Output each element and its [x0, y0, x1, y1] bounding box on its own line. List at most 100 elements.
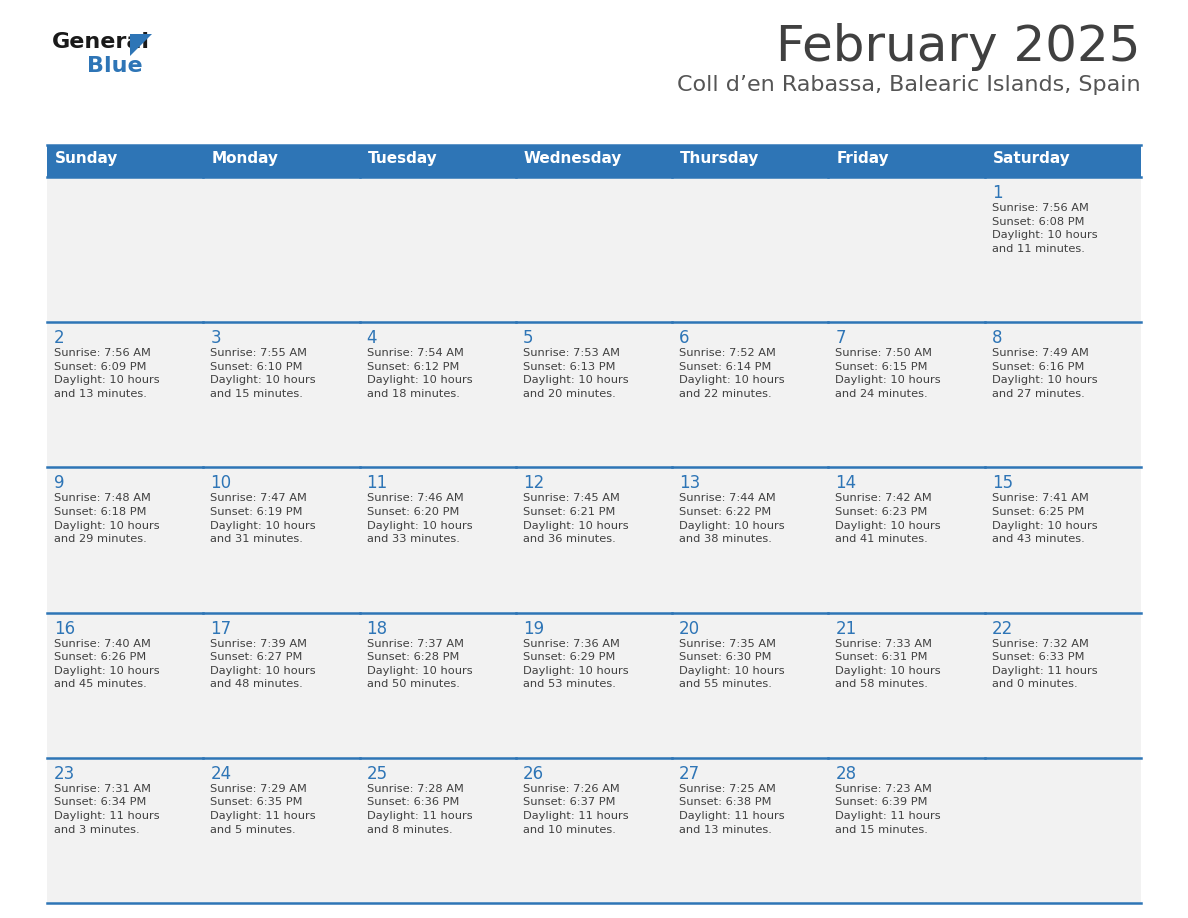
Text: 20: 20 — [680, 620, 700, 638]
Bar — [360, 467, 516, 612]
Text: Tuesday: Tuesday — [367, 151, 437, 166]
Text: Sunrise: 7:52 AM
Sunset: 6:14 PM
Daylight: 10 hours
and 22 minutes.: Sunrise: 7:52 AM Sunset: 6:14 PM Dayligh… — [680, 348, 785, 399]
Text: 1: 1 — [992, 184, 1003, 202]
Bar — [985, 612, 1140, 757]
Text: 28: 28 — [835, 765, 857, 783]
Text: 13: 13 — [680, 475, 701, 492]
Text: 22: 22 — [992, 620, 1013, 638]
Bar — [516, 322, 672, 467]
Bar — [828, 757, 985, 903]
Bar — [828, 177, 985, 322]
Bar — [203, 177, 360, 322]
Text: Sunrise: 7:50 AM
Sunset: 6:15 PM
Daylight: 10 hours
and 24 minutes.: Sunrise: 7:50 AM Sunset: 6:15 PM Dayligh… — [835, 348, 941, 399]
Bar — [203, 612, 360, 757]
Text: 8: 8 — [992, 330, 1003, 347]
Text: February 2025: February 2025 — [777, 23, 1140, 71]
Bar — [360, 177, 516, 322]
Text: Blue: Blue — [87, 56, 143, 76]
Text: Sunrise: 7:23 AM
Sunset: 6:39 PM
Daylight: 11 hours
and 15 minutes.: Sunrise: 7:23 AM Sunset: 6:39 PM Dayligh… — [835, 784, 941, 834]
Text: Sunrise: 7:49 AM
Sunset: 6:16 PM
Daylight: 10 hours
and 27 minutes.: Sunrise: 7:49 AM Sunset: 6:16 PM Dayligh… — [992, 348, 1098, 399]
Text: 19: 19 — [523, 620, 544, 638]
Text: 21: 21 — [835, 620, 857, 638]
Text: Sunrise: 7:36 AM
Sunset: 6:29 PM
Daylight: 10 hours
and 53 minutes.: Sunrise: 7:36 AM Sunset: 6:29 PM Dayligh… — [523, 639, 628, 689]
Text: 27: 27 — [680, 765, 700, 783]
Text: Sunrise: 7:56 AM
Sunset: 6:09 PM
Daylight: 10 hours
and 13 minutes.: Sunrise: 7:56 AM Sunset: 6:09 PM Dayligh… — [53, 348, 159, 399]
Bar — [672, 145, 828, 177]
Text: 5: 5 — [523, 330, 533, 347]
Text: Sunrise: 7:32 AM
Sunset: 6:33 PM
Daylight: 11 hours
and 0 minutes.: Sunrise: 7:32 AM Sunset: 6:33 PM Dayligh… — [992, 639, 1098, 689]
Text: 11: 11 — [367, 475, 387, 492]
Bar — [672, 467, 828, 612]
Text: 4: 4 — [367, 330, 377, 347]
Bar — [360, 612, 516, 757]
Text: Sunrise: 7:35 AM
Sunset: 6:30 PM
Daylight: 10 hours
and 55 minutes.: Sunrise: 7:35 AM Sunset: 6:30 PM Dayligh… — [680, 639, 785, 689]
Bar — [985, 145, 1140, 177]
Text: Sunrise: 7:25 AM
Sunset: 6:38 PM
Daylight: 11 hours
and 13 minutes.: Sunrise: 7:25 AM Sunset: 6:38 PM Dayligh… — [680, 784, 785, 834]
Text: 10: 10 — [210, 475, 232, 492]
Text: Sunrise: 7:37 AM
Sunset: 6:28 PM
Daylight: 10 hours
and 50 minutes.: Sunrise: 7:37 AM Sunset: 6:28 PM Dayligh… — [367, 639, 472, 689]
Bar — [985, 467, 1140, 612]
Text: 9: 9 — [53, 475, 64, 492]
Bar — [203, 145, 360, 177]
Text: Monday: Monday — [211, 151, 278, 166]
Text: 23: 23 — [53, 765, 75, 783]
Text: Sunrise: 7:53 AM
Sunset: 6:13 PM
Daylight: 10 hours
and 20 minutes.: Sunrise: 7:53 AM Sunset: 6:13 PM Dayligh… — [523, 348, 628, 399]
Text: 14: 14 — [835, 475, 857, 492]
Text: 24: 24 — [210, 765, 232, 783]
Bar — [985, 322, 1140, 467]
Bar — [360, 322, 516, 467]
Bar — [48, 757, 203, 903]
Text: 2: 2 — [53, 330, 64, 347]
Text: Sunrise: 7:45 AM
Sunset: 6:21 PM
Daylight: 10 hours
and 36 minutes.: Sunrise: 7:45 AM Sunset: 6:21 PM Dayligh… — [523, 493, 628, 544]
Text: Sunrise: 7:44 AM
Sunset: 6:22 PM
Daylight: 10 hours
and 38 minutes.: Sunrise: 7:44 AM Sunset: 6:22 PM Dayligh… — [680, 493, 785, 544]
Text: Sunrise: 7:47 AM
Sunset: 6:19 PM
Daylight: 10 hours
and 31 minutes.: Sunrise: 7:47 AM Sunset: 6:19 PM Dayligh… — [210, 493, 316, 544]
Text: Friday: Friday — [836, 151, 889, 166]
Text: Sunrise: 7:55 AM
Sunset: 6:10 PM
Daylight: 10 hours
and 15 minutes.: Sunrise: 7:55 AM Sunset: 6:10 PM Dayligh… — [210, 348, 316, 399]
Text: Sunrise: 7:40 AM
Sunset: 6:26 PM
Daylight: 10 hours
and 45 minutes.: Sunrise: 7:40 AM Sunset: 6:26 PM Dayligh… — [53, 639, 159, 689]
Bar — [48, 145, 203, 177]
Text: Thursday: Thursday — [681, 151, 759, 166]
Bar — [672, 612, 828, 757]
Bar — [985, 757, 1140, 903]
Text: Coll d’en Rabassa, Balearic Islands, Spain: Coll d’en Rabassa, Balearic Islands, Spa… — [677, 75, 1140, 95]
Bar — [516, 757, 672, 903]
Text: Sunday: Sunday — [55, 151, 119, 166]
Text: 15: 15 — [992, 475, 1013, 492]
Bar — [360, 145, 516, 177]
Bar — [48, 177, 203, 322]
Bar — [48, 322, 203, 467]
Text: Sunrise: 7:33 AM
Sunset: 6:31 PM
Daylight: 10 hours
and 58 minutes.: Sunrise: 7:33 AM Sunset: 6:31 PM Dayligh… — [835, 639, 941, 689]
Bar — [360, 757, 516, 903]
Bar — [203, 467, 360, 612]
Bar — [672, 322, 828, 467]
Text: Saturday: Saturday — [993, 151, 1070, 166]
Text: Sunrise: 7:26 AM
Sunset: 6:37 PM
Daylight: 11 hours
and 10 minutes.: Sunrise: 7:26 AM Sunset: 6:37 PM Dayligh… — [523, 784, 628, 834]
Bar — [516, 467, 672, 612]
Bar — [203, 322, 360, 467]
Text: 12: 12 — [523, 475, 544, 492]
Text: 26: 26 — [523, 765, 544, 783]
Bar — [516, 177, 672, 322]
Text: Sunrise: 7:28 AM
Sunset: 6:36 PM
Daylight: 11 hours
and 8 minutes.: Sunrise: 7:28 AM Sunset: 6:36 PM Dayligh… — [367, 784, 472, 834]
Bar — [828, 612, 985, 757]
Text: 25: 25 — [367, 765, 387, 783]
Text: 6: 6 — [680, 330, 690, 347]
Text: Sunrise: 7:31 AM
Sunset: 6:34 PM
Daylight: 11 hours
and 3 minutes.: Sunrise: 7:31 AM Sunset: 6:34 PM Dayligh… — [53, 784, 159, 834]
Bar — [516, 145, 672, 177]
Bar — [828, 322, 985, 467]
Bar — [828, 467, 985, 612]
Text: Sunrise: 7:54 AM
Sunset: 6:12 PM
Daylight: 10 hours
and 18 minutes.: Sunrise: 7:54 AM Sunset: 6:12 PM Dayligh… — [367, 348, 472, 399]
Text: General: General — [52, 32, 150, 52]
Text: Sunrise: 7:48 AM
Sunset: 6:18 PM
Daylight: 10 hours
and 29 minutes.: Sunrise: 7:48 AM Sunset: 6:18 PM Dayligh… — [53, 493, 159, 544]
Text: 18: 18 — [367, 620, 387, 638]
Text: Sunrise: 7:41 AM
Sunset: 6:25 PM
Daylight: 10 hours
and 43 minutes.: Sunrise: 7:41 AM Sunset: 6:25 PM Dayligh… — [992, 493, 1098, 544]
Bar — [48, 612, 203, 757]
Bar — [672, 177, 828, 322]
Text: Sunrise: 7:42 AM
Sunset: 6:23 PM
Daylight: 10 hours
and 41 minutes.: Sunrise: 7:42 AM Sunset: 6:23 PM Dayligh… — [835, 493, 941, 544]
Text: Sunrise: 7:46 AM
Sunset: 6:20 PM
Daylight: 10 hours
and 33 minutes.: Sunrise: 7:46 AM Sunset: 6:20 PM Dayligh… — [367, 493, 472, 544]
Text: 16: 16 — [53, 620, 75, 638]
Text: Sunrise: 7:56 AM
Sunset: 6:08 PM
Daylight: 10 hours
and 11 minutes.: Sunrise: 7:56 AM Sunset: 6:08 PM Dayligh… — [992, 203, 1098, 253]
Polygon shape — [129, 34, 152, 56]
Bar — [985, 177, 1140, 322]
Bar — [48, 467, 203, 612]
